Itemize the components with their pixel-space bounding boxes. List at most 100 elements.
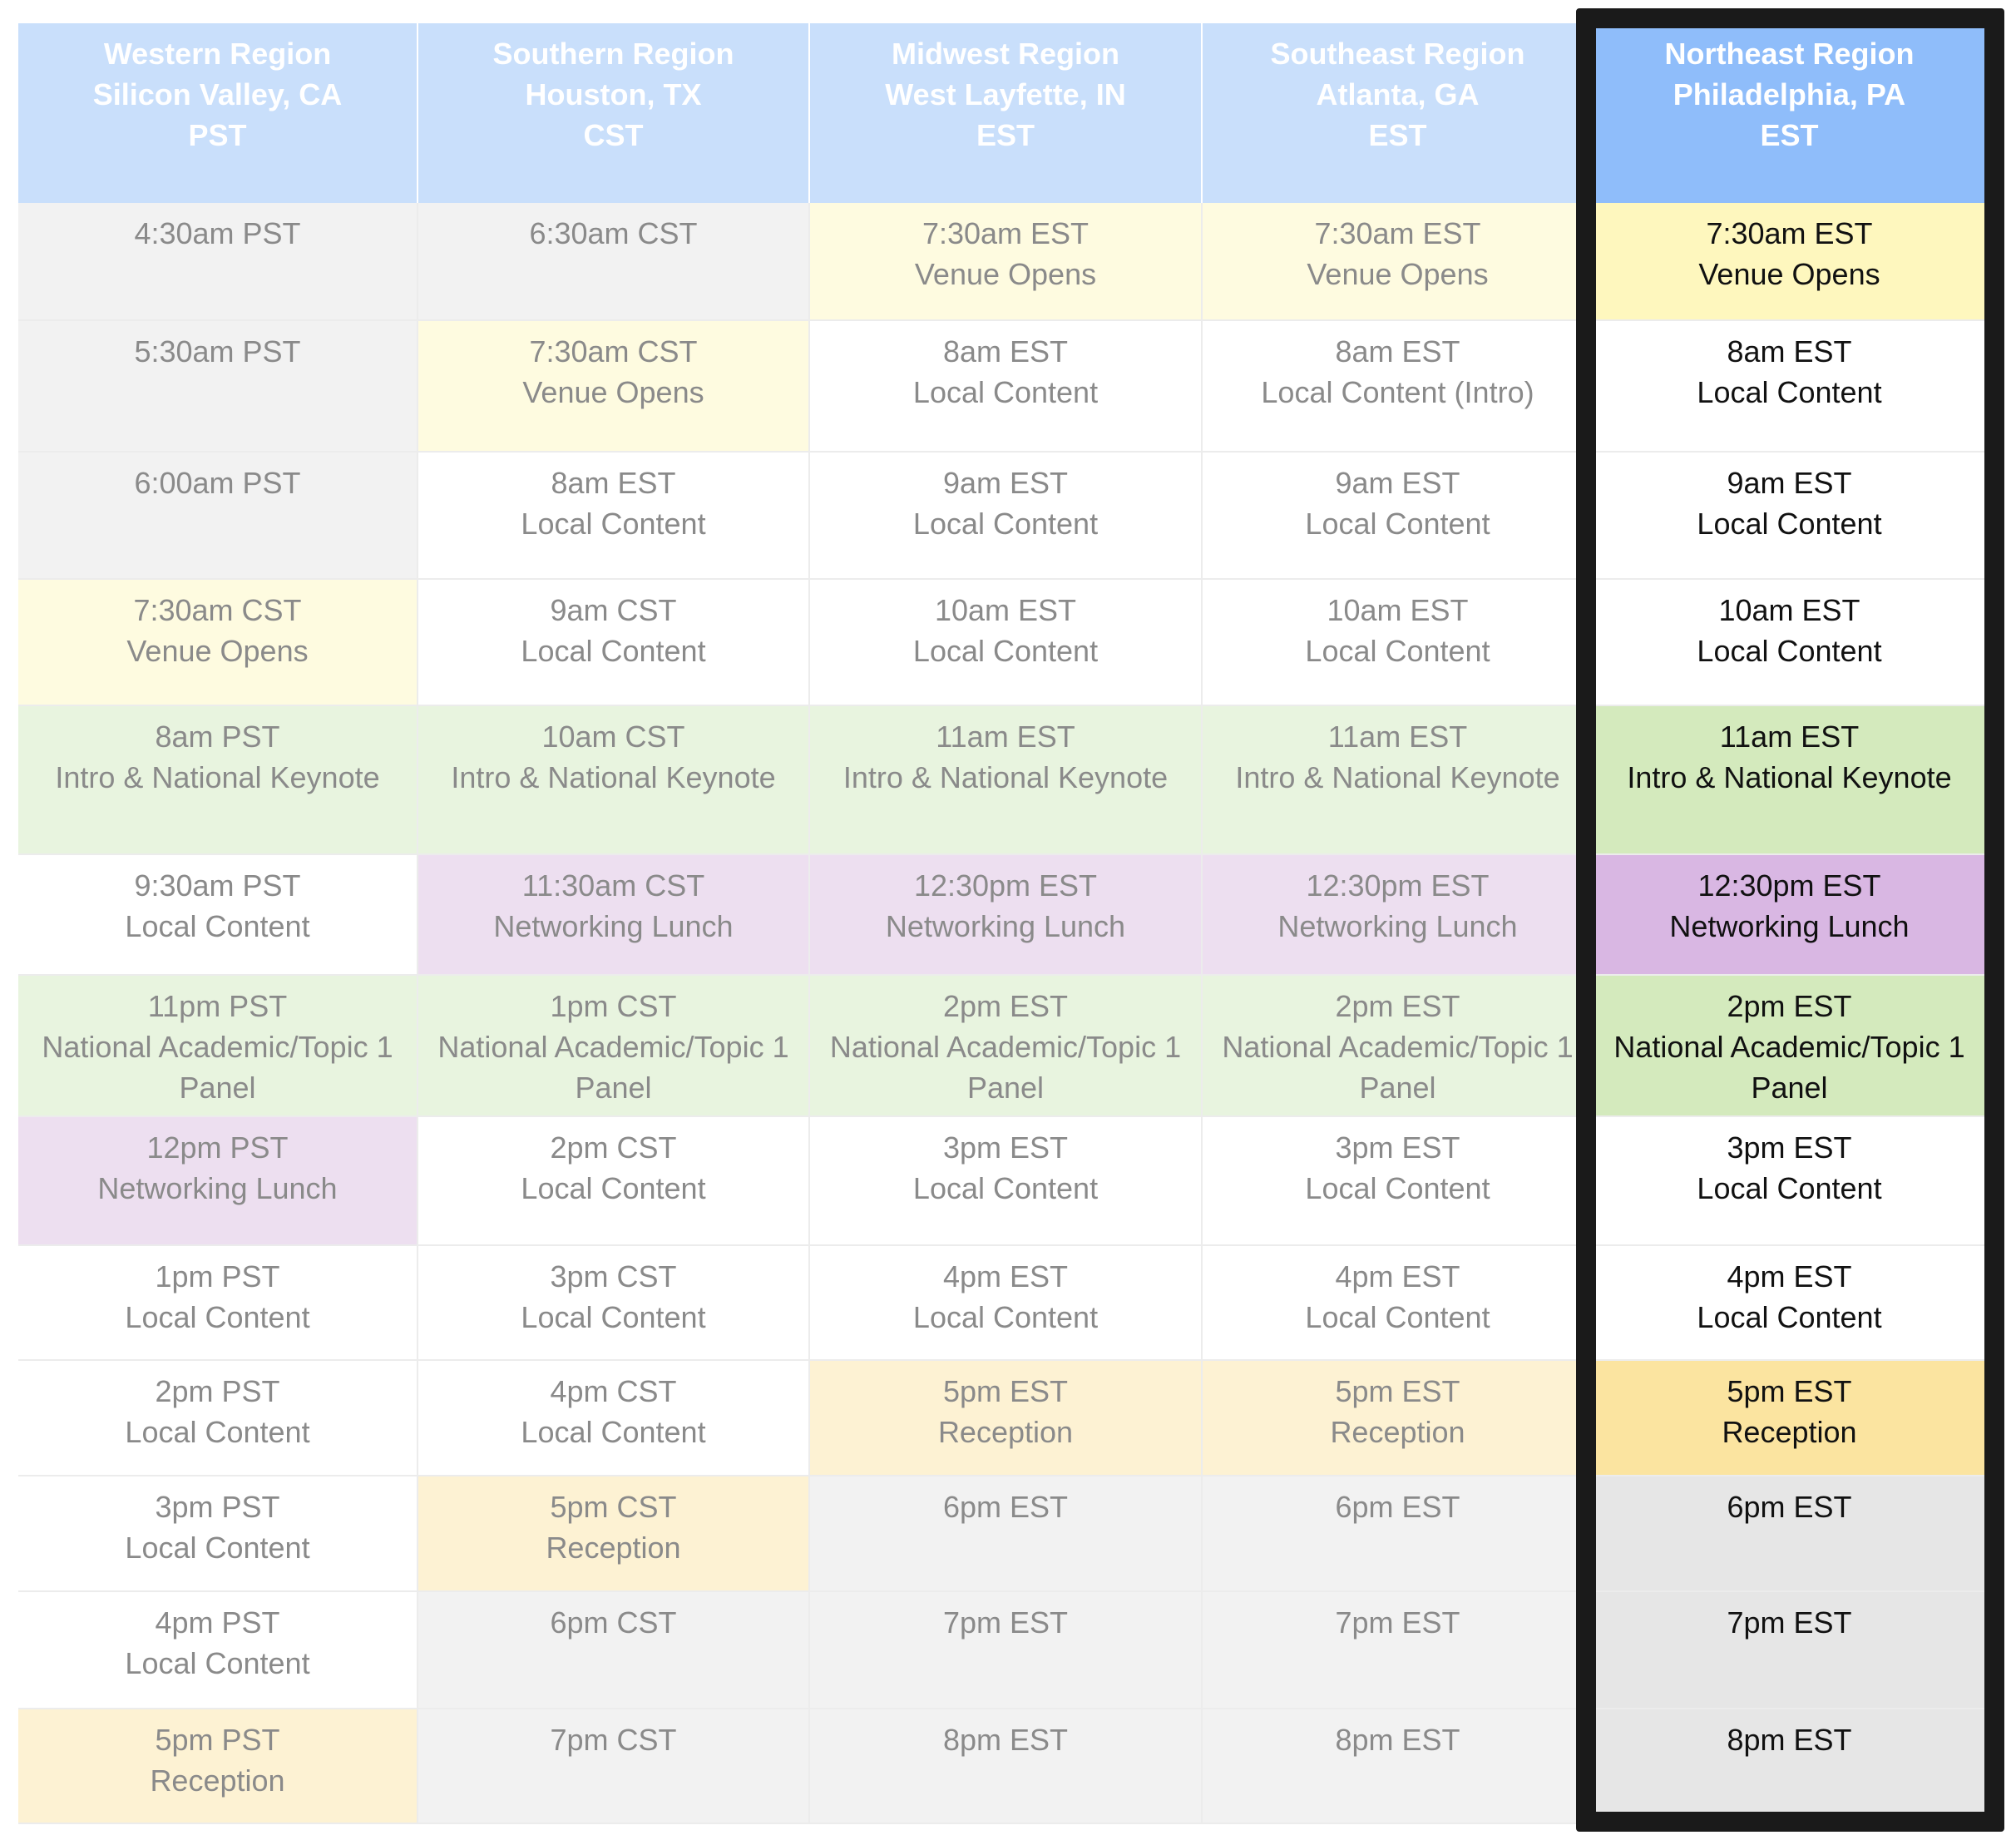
- cell-text: Venue Opens: [126, 634, 309, 668]
- cell-text: Local Content: [521, 1300, 706, 1334]
- schedule-cell: 6pm CST: [418, 1592, 810, 1709]
- header-text: Midwest Region: [891, 37, 1119, 71]
- cell-text: 6pm EST: [1335, 1490, 1460, 1524]
- schedule-cell: 10am CST Intro & National Keynote: [418, 706, 810, 855]
- schedule-cell: 2pm EST National Academic/Topic 1 Panel: [1203, 976, 1594, 1117]
- schedule-cell: 2pm PST Local Content: [18, 1361, 418, 1476]
- schedule-cell: 12:30pm EST Networking Lunch: [1203, 855, 1594, 976]
- cell-text: Local Content: [912, 507, 1099, 541]
- cell-text: 7pm EST: [1727, 1605, 1852, 1640]
- header-text: Philadelphia, PA: [1673, 77, 1906, 111]
- schedule-cell: 11am EST Intro & National Keynote: [1203, 706, 1594, 855]
- schedule-cell: 9:30am PST Local Content: [18, 855, 418, 976]
- cell-text: 6pm CST: [550, 1605, 677, 1640]
- schedule-cell: 7pm EST: [810, 1592, 1203, 1709]
- cell-text: 8am PST: [155, 720, 280, 754]
- header-text: Southern Region: [492, 37, 734, 71]
- cell-text: 5pm CST: [550, 1490, 677, 1524]
- cell-text: Venue Opens: [914, 257, 1097, 291]
- cell-text: 10am EST: [1718, 593, 1860, 627]
- cell-text: Intro & National Keynote: [1235, 760, 1560, 794]
- cell-text: 10am EST: [1327, 593, 1469, 627]
- cell-text: Intro & National Keynote: [55, 760, 380, 794]
- schedule-cell: 12:30pm EST Networking Lunch: [1594, 855, 1986, 976]
- cell-text: Intro & National Keynote: [842, 760, 1169, 794]
- cell-text: Panel: [575, 1071, 652, 1105]
- cell-text: Panel: [179, 1071, 256, 1105]
- schedule-cell: 11:30am CST Networking Lunch: [418, 855, 810, 976]
- cell-text: 1pm CST: [550, 989, 677, 1023]
- cell-text: 6:00am PST: [134, 466, 301, 500]
- header-text: Northeast Region: [1664, 37, 1915, 71]
- cell-text: Local Content (Intro): [1261, 375, 1534, 409]
- schedule-cell: 11am EST Intro & National Keynote: [1594, 706, 1986, 855]
- cell-text: 7pm EST: [1335, 1605, 1460, 1640]
- schedule-cell: 5pm EST Reception: [810, 1361, 1203, 1476]
- schedule-cell: 6:00am PST: [18, 453, 418, 580]
- cell-text: Local Content: [1697, 634, 1882, 668]
- cell-text: 10am EST: [934, 593, 1077, 627]
- schedule-cell: 6pm EST: [1594, 1476, 1986, 1592]
- header-text: CST: [583, 118, 644, 152]
- cell-text: Local Content: [521, 634, 706, 668]
- cell-text: 3pm EST: [942, 1130, 1069, 1165]
- schedule-cell: 8am EST Local Content: [810, 321, 1203, 453]
- schedule-cell: 7pm EST: [1203, 1592, 1594, 1709]
- cell-text: 8am EST: [551, 466, 676, 500]
- cell-text: National Academic/Topic 1: [437, 1030, 789, 1064]
- cell-text: Local Content: [125, 1531, 310, 1565]
- cell-text: Local Content: [521, 1171, 706, 1205]
- cell-text: 5pm PST: [155, 1723, 280, 1757]
- cell-text: Panel: [966, 1071, 1045, 1105]
- cell-text: 7:30am EST: [922, 216, 1090, 250]
- schedule-cell: 7:30am CST Venue Opens: [418, 321, 810, 453]
- schedule-cell: 12pm PST Networking Lunch: [18, 1117, 418, 1246]
- schedule-cell: 11pm PST National Academic/Topic 1 Panel: [18, 976, 418, 1117]
- schedule-cell: 7pm CST: [418, 1709, 810, 1824]
- header-text: Southeast Region: [1270, 37, 1525, 71]
- cell-text: 8am EST: [942, 334, 1069, 368]
- header-text: Houston, TX: [525, 77, 702, 111]
- schedule-cell: 5pm EST Reception: [1203, 1361, 1594, 1476]
- schedule-cell: 1pm CST National Academic/Topic 1 Panel: [418, 976, 810, 1117]
- cell-text: Local Content: [125, 1646, 310, 1680]
- cell-text: 5pm EST: [1335, 1374, 1460, 1408]
- cell-text: 2pm EST: [1727, 989, 1852, 1023]
- cell-text: Local Content: [1305, 1171, 1490, 1205]
- schedule-cell: 9am EST Local Content: [1594, 453, 1986, 580]
- cell-text: 4pm EST: [1727, 1259, 1852, 1293]
- schedule-cell: 5pm CST Reception: [418, 1476, 810, 1592]
- cell-text: 2pm PST: [155, 1374, 280, 1408]
- cell-text: Local Content: [912, 1171, 1099, 1205]
- header-text: Western Region: [103, 37, 332, 71]
- cell-text: Local Content: [125, 1300, 310, 1334]
- cell-text: Reception: [937, 1415, 1074, 1449]
- cell-text: Local Content: [521, 507, 706, 541]
- schedule-cell: 8am EST Local Content: [418, 453, 810, 580]
- cell-text: 3pm CST: [550, 1259, 677, 1293]
- schedule-cell: 1pm PST Local Content: [18, 1246, 418, 1361]
- cell-text: 6pm EST: [942, 1490, 1069, 1524]
- header-text: Atlanta, GA: [1316, 77, 1480, 111]
- cell-text: 7:30am CST: [133, 593, 302, 627]
- cell-text: 5pm EST: [1727, 1374, 1852, 1408]
- cell-text: 1pm PST: [155, 1259, 280, 1293]
- cell-text: 6:30am CST: [529, 216, 698, 250]
- schedule-cell: 8am EST Local Content (Intro): [1203, 321, 1594, 453]
- schedule-cell: 4pm PST Local Content: [18, 1592, 418, 1709]
- schedule-cell: 8pm EST: [810, 1709, 1203, 1824]
- cell-text: 12:30pm EST: [1697, 868, 1881, 903]
- cell-text: Local Content: [1697, 1300, 1882, 1334]
- column-header: Midwest Region West Layfette, IN EST: [810, 23, 1203, 203]
- schedule-cell: 4pm EST Local Content: [810, 1246, 1203, 1361]
- schedule-cell: 7:30am EST Venue Opens: [1594, 203, 1986, 321]
- cell-text: Local Content: [912, 634, 1099, 668]
- schedule-cell: 5:30am PST: [18, 321, 418, 453]
- cell-text: 3pm EST: [1335, 1130, 1460, 1165]
- schedule-cell: 3pm PST Local Content: [18, 1476, 418, 1592]
- schedule-cell: 10am EST Local Content: [1594, 580, 1986, 706]
- cell-text: 2pm EST: [1335, 989, 1460, 1023]
- cell-text: Networking Lunch: [97, 1171, 338, 1205]
- schedule-cell: 7:30am CST Venue Opens: [18, 580, 418, 706]
- cell-text: 4pm EST: [1335, 1259, 1460, 1293]
